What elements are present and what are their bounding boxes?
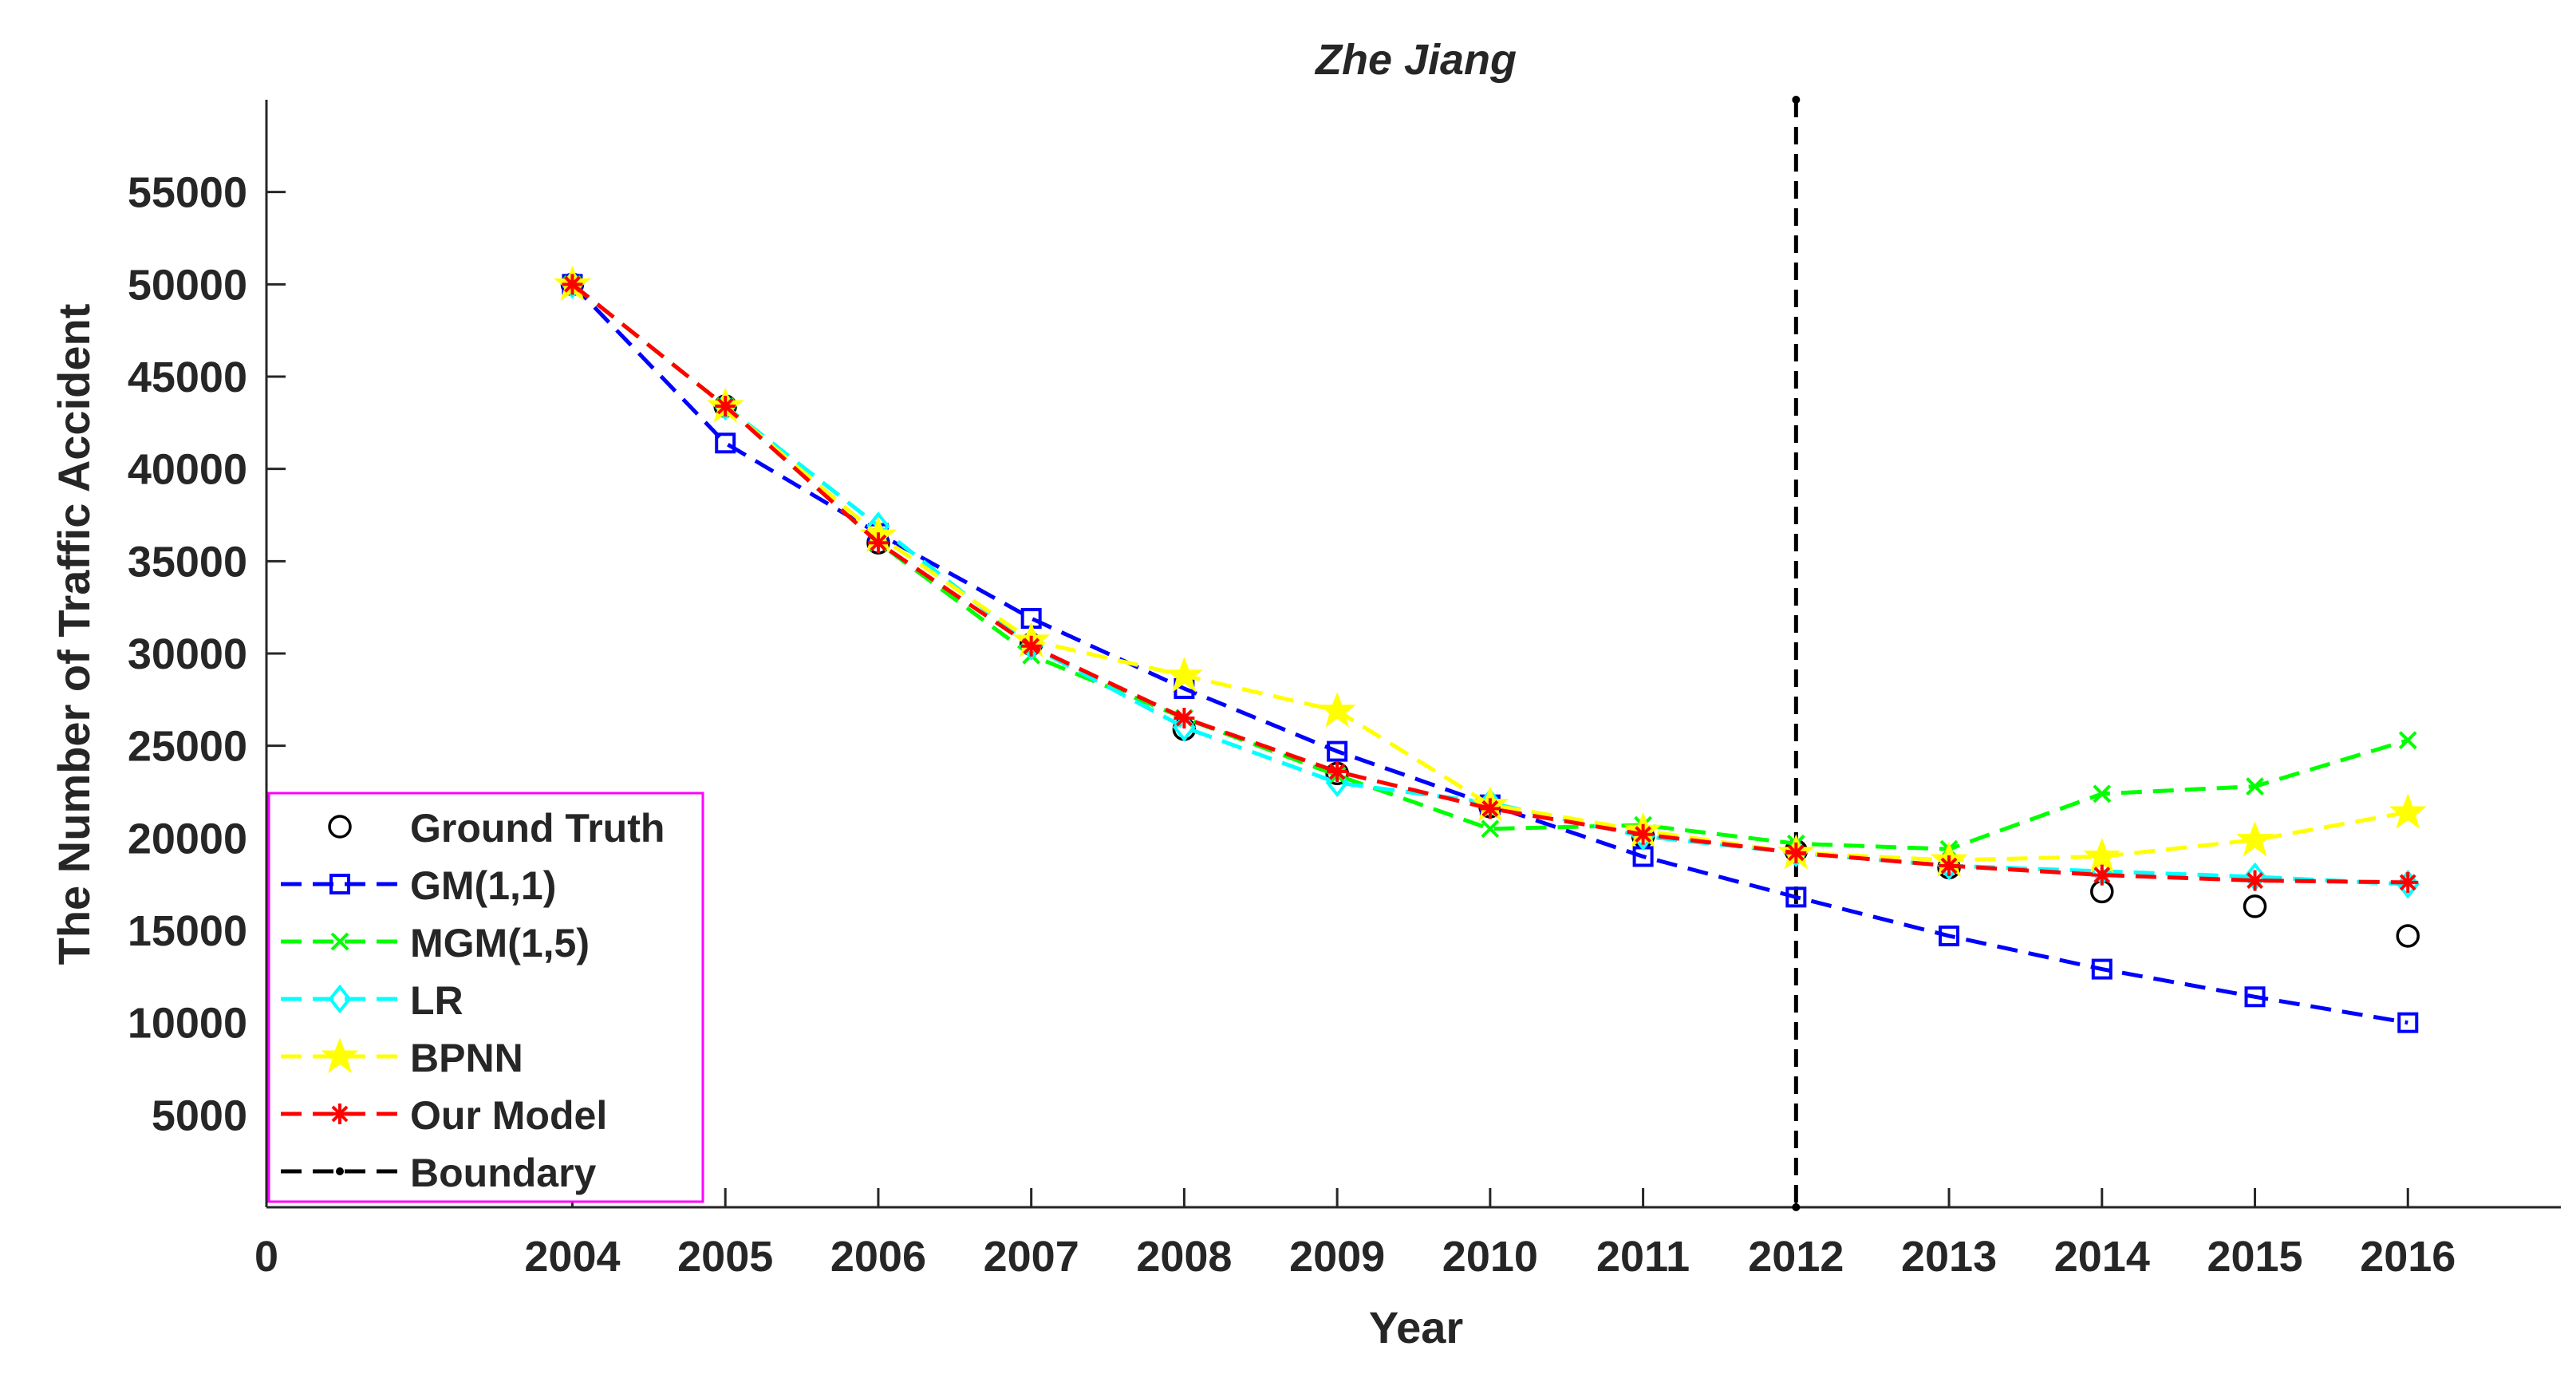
- series-bpnn: [554, 266, 2426, 877]
- data-point-bpnn: [2237, 822, 2273, 856]
- series-line-mgm-1-5: [570, 282, 2408, 851]
- y-tick-label: 45000: [128, 353, 247, 401]
- axes: 5000 10000 15000 20000 25000 30000 35000 40000 4…: [128, 96, 2561, 1281]
- y-tick-label: 35000: [128, 538, 247, 586]
- y-tick-label: 40000: [128, 446, 247, 494]
- legend-item-lr: LR: [281, 978, 464, 1023]
- legend-item-our-model: Our Model: [281, 1093, 607, 1138]
- y-tick-label: 5000: [152, 1092, 247, 1139]
- legend-label: Our Model: [410, 1093, 607, 1138]
- legend-label: GM(1,1): [410, 863, 556, 908]
- legend-label: LR: [410, 978, 464, 1023]
- y-tick-label: 20000: [128, 815, 247, 863]
- series-line-bpnn: [570, 282, 2408, 863]
- x-tick-label: 2006: [830, 1233, 926, 1281]
- data-point-bpnn: [1166, 657, 1202, 692]
- legend-item-ground-truth: Ground Truth: [328, 806, 665, 851]
- x-tick-label: 2005: [677, 1233, 773, 1281]
- y-tick-label: 15000: [128, 907, 247, 955]
- x-tick-label: 2009: [1289, 1233, 1385, 1281]
- y-tick-label: 55000: [128, 169, 247, 217]
- legend-box: [267, 792, 704, 1203]
- y-axis-label: The Number of Traffic Accident: [49, 304, 99, 965]
- legend-swatch-marker: [336, 1167, 344, 1175]
- series-mgm-1-5: [562, 274, 2418, 859]
- series-group: [554, 266, 2426, 1033]
- data-point-bpnn: [1319, 693, 1355, 727]
- boundary-endpoint: [1792, 96, 1801, 104]
- y-tick-label: 25000: [128, 723, 247, 771]
- series-gm-1-1: [562, 274, 2419, 1033]
- y-tick-label: 50000: [128, 261, 247, 309]
- legend-item-mgm-1-5: MGM(1,5): [281, 921, 590, 965]
- x-tick-label: 2011: [1596, 1233, 1690, 1281]
- y-tick-label: 30000: [128, 630, 247, 678]
- data-point-ground-truth: [2243, 894, 2267, 918]
- series-ground-truth: [560, 272, 2420, 948]
- legend-item-gm-1-1: GM(1,1): [281, 863, 556, 908]
- x-tick-label: 2010: [1442, 1233, 1538, 1281]
- y-tick-label: 10000: [128, 1000, 247, 1048]
- legend-label: MGM(1,5): [410, 921, 590, 965]
- chart-title: Zhe Jiang: [1314, 36, 1517, 84]
- legend: Ground Truth GM(1,1) MGM(1,5) LR BPNN Our Mod…: [267, 792, 704, 1203]
- legend-label: Ground Truth: [410, 806, 665, 851]
- x-tick-label: 2004: [524, 1233, 620, 1281]
- legend-item-bpnn: BPNN: [281, 1036, 523, 1080]
- x-tick-label: 2015: [2207, 1233, 2302, 1281]
- legend-label: BPNN: [410, 1036, 523, 1080]
- x-tick-label: 2012: [1748, 1233, 1844, 1281]
- x-tick-label: 0: [254, 1233, 278, 1281]
- series-our-model: [560, 272, 2420, 894]
- x-tick-label: 2016: [2360, 1233, 2456, 1281]
- boundary-endpoint: [1792, 1203, 1801, 1211]
- data-point-bpnn: [2389, 794, 2426, 829]
- x-axis-label: Year: [1369, 1302, 1463, 1352]
- x-tick-label: 2013: [1901, 1233, 1997, 1281]
- x-tick-label: 2014: [2054, 1233, 2150, 1281]
- x-tick-label: 2007: [984, 1233, 1079, 1281]
- legend-item-boundary: Boundary: [281, 1151, 597, 1195]
- data-point-ground-truth: [2396, 924, 2420, 948]
- legend-label: Boundary: [410, 1151, 597, 1195]
- x-tick-label: 2008: [1136, 1233, 1232, 1281]
- series-line-gm-1-1: [570, 282, 2408, 1025]
